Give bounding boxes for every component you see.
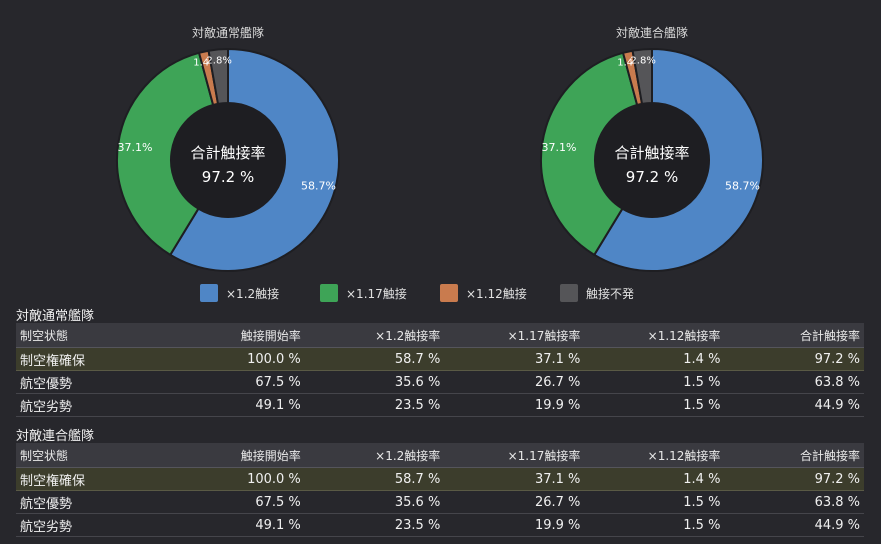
legend-label: ×1.2触接 [226, 286, 280, 301]
section-title-normal-fleet: 対敵通常艦隊 [16, 309, 95, 324]
header-air-state: 制空状態 [16, 323, 165, 348]
cell-value: 63.8 % [724, 490, 864, 514]
legend-item-x1-2[interactable]: ×1.2触接 [200, 284, 279, 302]
table-row: 航空優勢 67.5 % 35.6 % 26.7 % 1.5 % 63.8 % [16, 370, 864, 394]
header-total-rate: 合計触接率 [724, 323, 864, 348]
header-x1-17-rate: ×1.17触接率 [444, 443, 585, 468]
cell-value: 67.5 % [164, 490, 305, 514]
table-header-row: 制空状態 触接開始率 ×1.2触接率 ×1.17触接率 ×1.12触接率 合計触… [16, 323, 864, 348]
cell-value: 44.9 % [724, 393, 864, 417]
legend-swatch [440, 284, 458, 302]
cell-value: 49.1 % [164, 393, 305, 417]
section-title-combined-fleet: 対敵連合艦隊 [16, 429, 95, 444]
donut-svg: 58.7% 37.1% 1.4%2.8% 合計触接率 97.2 % [540, 47, 764, 272]
header-start-rate: 触接開始率 [164, 323, 305, 348]
center-value: 97.2 % [202, 168, 254, 186]
cell-value: 23.5 % [304, 513, 445, 537]
slice-label-2: 1.4% [193, 57, 218, 68]
donut-center [596, 104, 708, 216]
header-x1-17-rate: ×1.17触接率 [444, 323, 585, 348]
slice-label-3: 2.8% [206, 55, 231, 66]
pie-slice-0[interactable] [168, 47, 340, 272]
cell-value: 19.9 % [444, 513, 585, 537]
chart-legend: ×1.2触接 ×1.17触接 ×1.12触接 触接不発 [0, 284, 881, 304]
cell-value: 58.7 % [304, 347, 445, 371]
table-row: 航空優勢 67.5 % 35.6 % 26.7 % 1.5 % 63.8 % [16, 490, 864, 514]
cell-value: 35.6 % [304, 490, 445, 514]
pie-slice-3[interactable] [631, 47, 653, 106]
donut-svg: 58.7% 37.1% 1.4%2.8% 合計触接率 97.2 % [116, 47, 340, 272]
pie-slice-3[interactable] [207, 47, 229, 106]
cell-value: 97.2 % [724, 347, 864, 371]
chart-title: 対敵連合艦隊 [615, 26, 688, 40]
header-air-state: 制空状態 [16, 443, 165, 468]
legend-swatch [320, 284, 338, 302]
cell-value: 58.7 % [304, 467, 445, 491]
donut-chart-normal-fleet: 対敵通常艦隊 58.7% 37.1% 1.4% 2.8% 合計触接率 97.2 % [98, 18, 358, 278]
contact-rate-table-normal: 制空状態 触接開始率 ×1.2触接率 ×1.17触接率 ×1.12触接率 合計触… [16, 323, 864, 417]
cell-value: 26.7 % [444, 370, 585, 394]
cell-air-state: 制空権確保 [16, 467, 165, 491]
slice-label-1: 37.1% [117, 141, 152, 154]
legend-item-x1-17[interactable]: ×1.17触接 [320, 284, 407, 302]
center-label: 合計触接率 [190, 144, 265, 162]
table-header-row: 制空状態 触接開始率 ×1.2触接率 ×1.17触接率 ×1.12触接率 合計触… [16, 443, 864, 468]
contact-rate-table-combined: 制空状態 触接開始率 ×1.2触接率 ×1.17触接率 ×1.12触接率 合計触… [16, 443, 864, 537]
cell-value: 1.5 % [584, 490, 725, 514]
donut-chart-combined-fleet: 対敵連合艦隊 58.7% 37.1% 1.4% 2.8% 合計触接率 97.2 % [522, 18, 782, 278]
cell-value: 35.6 % [304, 370, 445, 394]
cell-value: 26.7 % [444, 490, 585, 514]
legend-item-miss[interactable]: 触接不発 [560, 284, 634, 302]
cell-air-state: 航空優勢 [16, 490, 165, 514]
cell-value: 1.5 % [584, 393, 725, 417]
cell-value: 23.5 % [304, 393, 445, 417]
cell-value: 19.9 % [444, 393, 585, 417]
cell-value: 63.8 % [724, 370, 864, 394]
cell-air-state: 航空劣勢 [16, 513, 165, 537]
header-x1-12-rate: ×1.12触接率 [584, 443, 725, 468]
slice-label-3: 2.8% [630, 55, 655, 66]
pie-slice-0[interactable] [592, 47, 764, 272]
legend-label: ×1.17触接 [346, 286, 407, 301]
legend-label: ×1.12触接 [466, 286, 527, 301]
legend-item-x1-12[interactable]: ×1.12触接 [440, 284, 527, 302]
cell-air-state: 制空権確保 [16, 347, 165, 371]
cell-value: 1.4 % [584, 467, 725, 491]
legend-label: 触接不発 [586, 286, 635, 301]
cell-air-state: 航空優勢 [16, 370, 165, 394]
pie-slice-1[interactable] [540, 51, 639, 257]
slice-label-1: 37.1% [541, 141, 576, 154]
cell-value: 1.5 % [584, 370, 725, 394]
cell-value: 100.0 % [164, 347, 305, 371]
legend-swatch [560, 284, 578, 302]
chart-title: 対敵通常艦隊 [191, 26, 264, 40]
donut-center [172, 104, 284, 216]
cell-value: 97.2 % [724, 467, 864, 491]
cell-value: 37.1 % [444, 467, 585, 491]
table-row: 航空劣勢 49.1 % 23.5 % 19.9 % 1.5 % 44.9 % [16, 393, 864, 417]
cell-value: 1.4 % [584, 347, 725, 371]
legend-swatch [200, 284, 218, 302]
table-row: 制空権確保 100.0 % 58.7 % 37.1 % 1.4 % 97.2 % [16, 467, 864, 491]
slice-label-0: 58.7% [301, 179, 336, 192]
header-x1-2-rate: ×1.2触接率 [304, 323, 445, 348]
header-x1-12-rate: ×1.12触接率 [584, 323, 725, 348]
slice-label-2: 1.4% [617, 57, 642, 68]
table-row: 航空劣勢 49.1 % 23.5 % 19.9 % 1.5 % 44.9 % [16, 513, 864, 537]
center-value: 97.2 % [626, 168, 678, 186]
cell-value: 100.0 % [164, 467, 305, 491]
table-row: 制空権確保 100.0 % 58.7 % 37.1 % 1.4 % 97.2 % [16, 347, 864, 371]
cell-value: 44.9 % [724, 513, 864, 537]
header-start-rate: 触接開始率 [164, 443, 305, 468]
cell-value: 1.5 % [584, 513, 725, 537]
header-total-rate: 合計触接率 [724, 443, 864, 468]
pie-slice-1[interactable] [116, 51, 215, 257]
cell-value: 49.1 % [164, 513, 305, 537]
slice-label-0: 58.7% [725, 179, 760, 192]
cell-value: 37.1 % [444, 347, 585, 371]
cell-value: 67.5 % [164, 370, 305, 394]
header-x1-2-rate: ×1.2触接率 [304, 443, 445, 468]
center-label: 合計触接率 [614, 144, 689, 162]
cell-air-state: 航空劣勢 [16, 393, 165, 417]
